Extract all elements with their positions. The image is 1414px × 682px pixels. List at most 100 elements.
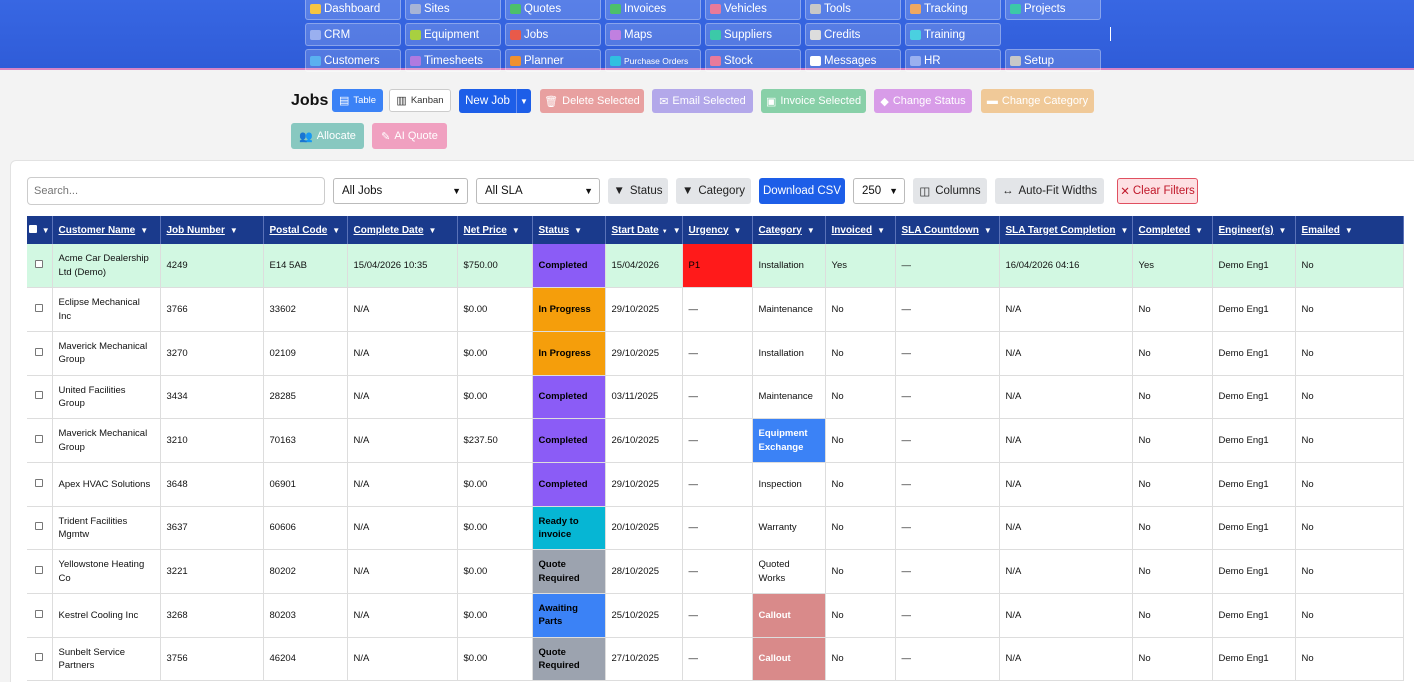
nav-button-equipment[interactable]: Equipment [405, 23, 501, 46]
status-filter-button[interactable]: ▼ Status [608, 178, 668, 204]
change-category-button[interactable]: ▬ Change Category [981, 89, 1094, 113]
column-filter-caret-icon[interactable]: ▼ [511, 225, 520, 235]
nav-button-vehicles[interactable]: Vehicles [705, 0, 801, 20]
column-filter-caret-icon[interactable]: ▼ [983, 225, 992, 235]
sla-filter-select[interactable]: All SLA ▼ [476, 178, 600, 204]
row-checkbox[interactable] [35, 303, 44, 312]
cell-category: Equipment Exchange [752, 418, 826, 463]
select-all-checkbox[interactable] [28, 224, 37, 233]
nav-button-purchase-orders[interactable]: Purchase Orders [605, 49, 701, 72]
jobs-filter-select[interactable]: All Jobs ▼ [333, 178, 468, 204]
column-filter-caret-icon[interactable]: ▼ [1344, 225, 1353, 235]
column-header[interactable]: Job Number ▼ [160, 216, 264, 244]
search-input[interactable] [27, 177, 325, 205]
table-row[interactable]: Apex HVAC Solutions 3648 06901 N/A $0.00 Comp… [27, 462, 1404, 507]
row-checkbox[interactable] [35, 609, 44, 618]
table-view-button[interactable]: ▤ Table [332, 89, 383, 112]
column-header[interactable]: Status ▼ [532, 216, 606, 244]
category-filter-button[interactable]: ▼ Category [676, 178, 751, 204]
nav-button-crm[interactable]: CRM [305, 23, 401, 46]
column-header[interactable]: SLA Target Completion ▼ [999, 216, 1133, 244]
table-row[interactable]: Sunbelt Service Partners 3756 46204 N/A $0.0… [27, 637, 1404, 682]
nav-button-training[interactable]: Training [905, 23, 1001, 46]
nav-button-projects[interactable]: Projects [1005, 0, 1101, 20]
column-header[interactable]: Completed ▼ [1132, 216, 1213, 244]
nav-button-tracking[interactable]: Tracking [905, 0, 1001, 20]
nav-button-maps[interactable]: Maps [605, 23, 701, 46]
new-job-dropdown-toggle[interactable]: ▼ [516, 89, 531, 113]
column-filter-caret-icon[interactable]: ▼ [672, 225, 681, 235]
table-row[interactable]: Kestrel Cooling Inc 3268 80203 N/A $0.00 Awai… [27, 593, 1404, 638]
nav-button-invoices[interactable]: Invoices [605, 0, 701, 20]
allocate-button[interactable]: 👥 Allocate [291, 123, 364, 149]
row-checkbox[interactable] [35, 391, 44, 400]
table-row[interactable]: Maverick Mechanical Group 3210 70163 N/A $23… [27, 418, 1404, 463]
column-header[interactable]: Urgency ▼ [682, 216, 753, 244]
ai-quote-button[interactable]: ✎ AI Quote [372, 123, 447, 149]
nav-button-credits[interactable]: Credits [805, 23, 901, 46]
delete-selected-button[interactable]: 🗑 Delete Selected [540, 89, 644, 113]
column-header[interactable]: Postal Code ▼ [263, 216, 348, 244]
clear-filters-button[interactable]: ✕ Clear Filters [1117, 178, 1198, 204]
row-checkbox[interactable] [35, 259, 44, 268]
new-job-button[interactable]: New Job [459, 89, 516, 113]
column-filter-caret-icon[interactable]: ▼ [574, 225, 582, 235]
column-filter-caret-icon[interactable]: ▼ [332, 225, 341, 235]
nav-button-sites[interactable]: Sites [405, 0, 501, 20]
column-filter-caret-icon[interactable]: ▼ [229, 225, 238, 235]
column-header[interactable]: SLA Countdown ▼ [895, 216, 1000, 244]
column-filter-caret-icon[interactable]: ▼ [1120, 225, 1129, 235]
nav-button-dashboard[interactable]: Dashboard [305, 0, 401, 20]
nav-button-setup[interactable]: Setup [1005, 49, 1101, 72]
column-header[interactable]: Net Price ▼ [457, 216, 533, 244]
cell-emailed: No [1295, 244, 1404, 289]
table-row[interactable]: Maverick Mechanical Group 3270 02109 N/A $0.… [27, 331, 1404, 376]
column-filter-caret-icon[interactable]: ▼ [733, 225, 742, 235]
nav-button-suppliers[interactable]: Suppliers [705, 23, 801, 46]
table-row[interactable]: Trident Facilities Mgmtw 3637 60606 N/A $0.0… [27, 506, 1404, 551]
email-selected-button[interactable]: ✉ Email Selected [652, 89, 753, 113]
column-filter-caret-icon[interactable]: ▼ [877, 225, 885, 235]
row-checkbox[interactable] [35, 434, 44, 443]
row-checkbox[interactable] [35, 522, 44, 531]
row-checkbox[interactable] [35, 478, 44, 487]
column-header[interactable]: Category ▼ [752, 216, 826, 244]
table-row[interactable]: Eclipse Mechanical Inc 3766 33602 N/A $0.00 I… [27, 287, 1404, 332]
change-status-button[interactable]: ◆ Change Status [874, 89, 972, 113]
nav-button-timesheets[interactable]: Timesheets [405, 49, 501, 72]
autofit-widths-button[interactable]: ↔ Auto-Fit Widths [995, 178, 1104, 204]
table-row[interactable]: Acme Car Dealership Ltd (Demo) 4249 E14 5A… [27, 244, 1404, 289]
column-header[interactable]: Engineer(s) ▼ [1212, 216, 1296, 244]
row-checkbox[interactable] [35, 653, 44, 662]
row-checkbox[interactable] [35, 566, 44, 574]
column-header[interactable]: Complete Date ▼ [347, 216, 458, 244]
column-filter-caret-icon[interactable]: ▼ [1195, 225, 1204, 235]
cell-complete-date: N/A [347, 637, 458, 682]
nav-button-hr[interactable]: HR [905, 49, 1001, 72]
nav-button-jobs[interactable]: Jobs [505, 23, 601, 46]
nav-button-customers[interactable]: Customers [305, 49, 401, 72]
nav-button-messages[interactable]: Messages [805, 49, 901, 72]
cell-sla-countdown: — [895, 375, 1000, 420]
column-header[interactable]: Customer Name ▼ [52, 216, 161, 244]
kanban-view-button[interactable]: ▥ Kanban [389, 89, 451, 112]
column-header[interactable]: Start Date ▼ ▼ [605, 216, 683, 244]
nav-button-tools[interactable]: Tools [805, 0, 901, 20]
column-header[interactable]: Emailed ▼ [1295, 216, 1404, 244]
table-row[interactable]: Yellowstone Heating Co 3221 80202 N/A $0.00 Q… [27, 549, 1404, 594]
table-row[interactable]: United Facilities Group 3434 28285 N/A $0.00… [27, 375, 1404, 420]
invoice-selected-button[interactable]: ▣ Invoice Selected [761, 89, 866, 113]
column-filter-caret-icon[interactable]: ▼ [1278, 225, 1287, 235]
page-size-select[interactable]: 250 ▼ [853, 178, 905, 204]
nav-button-planner[interactable]: Planner [505, 49, 601, 72]
columns-button[interactable]: ◫ Columns [913, 178, 987, 204]
column-filter-caret-icon[interactable]: ▼ [140, 225, 149, 235]
nav-button-stock[interactable]: Stock [705, 49, 801, 72]
caret-down-icon[interactable]: ▼ [41, 225, 50, 235]
download-csv-button[interactable]: Download CSV [759, 178, 845, 204]
column-filter-caret-icon[interactable]: ▼ [806, 225, 815, 235]
column-header[interactable]: Invoiced ▼ [825, 216, 896, 244]
nav-button-quotes[interactable]: Quotes [505, 0, 601, 20]
column-filter-caret-icon[interactable]: ▼ [428, 225, 437, 235]
row-checkbox[interactable] [35, 347, 44, 356]
